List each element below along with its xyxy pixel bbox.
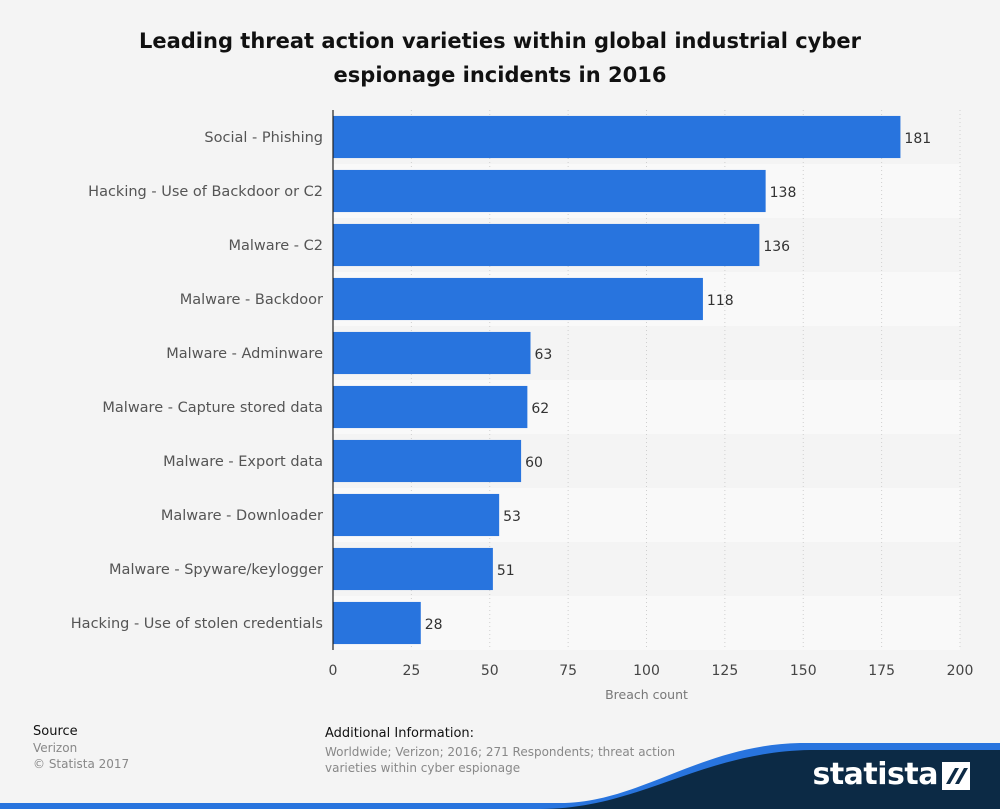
category-label: Malware - Spyware/keylogger [109, 562, 323, 578]
bar [333, 277, 703, 321]
data-label: 138 [770, 185, 797, 201]
copyright: © Statista 2017 [33, 757, 130, 771]
source-label: Source [33, 724, 78, 739]
category-label: Malware - Downloader [161, 508, 323, 524]
bar [333, 385, 528, 429]
bar [333, 547, 493, 591]
data-label: 51 [497, 563, 515, 579]
source-text: Verizon © Statista 2017 [33, 740, 129, 772]
x-tick-label: 50 [481, 663, 499, 679]
bar [333, 169, 766, 213]
chart-title: Leading threat action varieties within g… [138, 29, 861, 87]
bar-chart: Social - Phishing 181 Hacking - Use of Bac… [71, 110, 974, 702]
additional-info-label: Additional Information: [325, 726, 475, 741]
data-label: 62 [531, 401, 549, 417]
bar [333, 115, 901, 159]
category-label: Malware - Capture stored data [102, 400, 323, 416]
data-label: 60 [525, 455, 543, 471]
category-label: Hacking - Use of Backdoor or C2 [88, 184, 323, 200]
x-tick-label: 150 [790, 663, 817, 679]
bar [333, 331, 531, 375]
x-tick-label: 75 [559, 663, 577, 679]
bar [333, 439, 522, 483]
category-label: Malware - C2 [228, 238, 323, 254]
category-label: Malware - Backdoor [180, 292, 323, 308]
data-label: 63 [535, 347, 553, 363]
category-label: Hacking - Use of stolen credentials [71, 616, 323, 632]
category-label: Social - Phishing [204, 130, 323, 146]
x-tick-label: 175 [868, 663, 895, 679]
brand-logo-text: statista [812, 757, 938, 792]
data-label: 28 [425, 617, 443, 633]
data-label: 118 [707, 293, 734, 309]
brand-logo-icon [942, 762, 970, 790]
x-tick-label: 100 [633, 663, 660, 679]
data-label: 181 [904, 131, 931, 147]
bar [333, 223, 760, 267]
category-label: Malware - Adminware [166, 346, 323, 362]
x-axis-label: Breach count [605, 687, 688, 702]
source-name: Verizon [33, 741, 78, 755]
category-label: Malware - Export data [163, 454, 323, 470]
x-tick-label: 0 [329, 663, 338, 679]
additional-info-text: Worldwide; Verizon; 2016; 271 Respondent… [325, 745, 676, 775]
data-label: 136 [763, 239, 790, 255]
x-tick-label: 125 [712, 663, 739, 679]
x-tick-label: 25 [402, 663, 420, 679]
bar [333, 493, 500, 537]
x-tick-label: 200 [947, 663, 974, 679]
bar [333, 601, 421, 645]
data-label: 53 [503, 509, 521, 525]
